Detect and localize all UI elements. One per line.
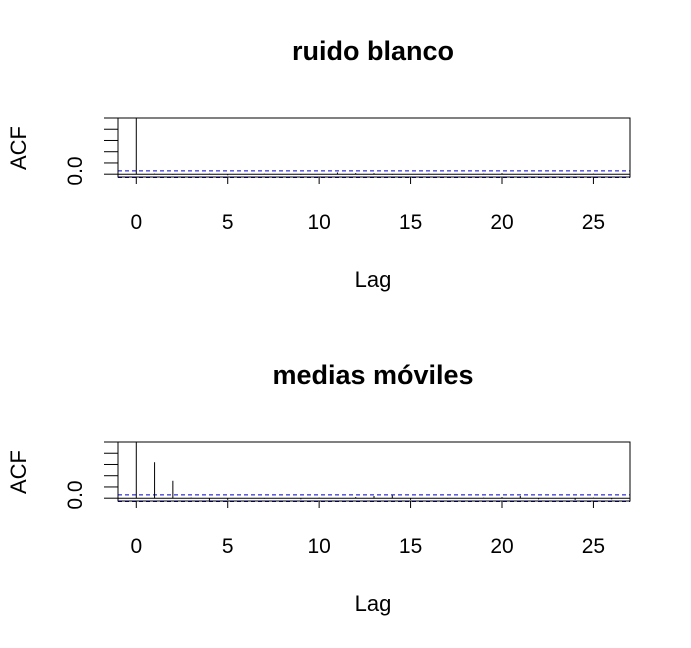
x-tick-label: 10 — [307, 211, 330, 234]
chart-title: ruido blanco — [292, 36, 454, 66]
acf-panel-ruido-blanco: ruido blanco Lag ACF 0.0 0 5 10 15 20 25 — [6, 36, 631, 292]
x-tick-label: 5 — [222, 535, 234, 558]
x-tick-label: 10 — [307, 535, 330, 558]
y-tick-label: 0.0 — [64, 480, 87, 509]
y-axis-label: ACF — [6, 450, 31, 494]
x-tick-label: 5 — [222, 211, 234, 234]
x-tick-label: 20 — [490, 211, 513, 234]
x-tick-label: 25 — [582, 535, 605, 558]
plot-frame — [117, 117, 631, 178]
x-tick-label: 15 — [399, 211, 422, 234]
acf-marks — [104, 441, 630, 508]
acf-panel-medias-moviles: medias móviles Lag ACF 0.0 0 5 10 15 20 25 — [6, 360, 631, 616]
chart-title: medias móviles — [272, 360, 473, 390]
x-tick-label: 20 — [490, 535, 513, 558]
x-tick-label: 0 — [130, 535, 142, 558]
x-tick-label: 25 — [582, 211, 605, 234]
plot-frame — [117, 441, 631, 502]
x-axis-label: Lag — [355, 591, 392, 616]
x-tick-label: 0 — [130, 211, 142, 234]
x-tick-label: 15 — [399, 535, 422, 558]
acf-marks — [104, 117, 630, 184]
y-tick-label: 0.0 — [64, 156, 87, 185]
x-axis-label: Lag — [355, 267, 392, 292]
y-axis-label: ACF — [6, 126, 31, 170]
